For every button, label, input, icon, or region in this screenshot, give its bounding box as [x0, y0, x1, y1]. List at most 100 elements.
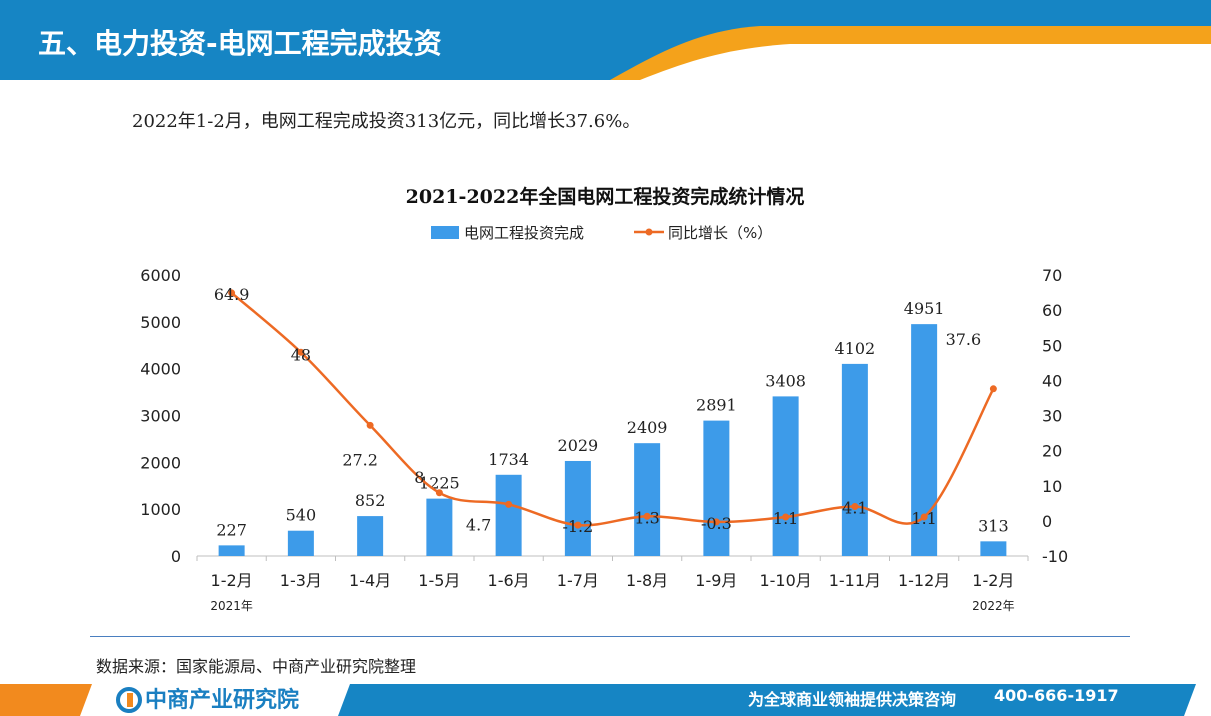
line-data-label: 1.1	[911, 509, 936, 528]
line-data-label: 1.3	[634, 508, 659, 527]
source-divider	[90, 636, 1130, 637]
x-axis-category-label: 1-4月	[349, 571, 391, 590]
legend-line-label: 同比增长（%）	[668, 224, 772, 242]
bar	[841, 363, 868, 556]
x-axis-category-label: 1-2月	[972, 571, 1014, 590]
brand-logo-icon	[116, 687, 142, 713]
line-data-label: 48	[291, 345, 311, 364]
x-axis-category-label: 1-2月	[211, 571, 253, 590]
legend: 电网工程投资完成 同比增长（%）	[431, 224, 772, 242]
bar-data-label: 4102	[835, 339, 876, 358]
left-axis-tick-label: 6000	[140, 266, 181, 285]
bar	[703, 420, 730, 556]
bar-data-label: 313	[978, 516, 1009, 535]
left-axis-tick-label: 1000	[140, 500, 181, 519]
line-data-label: 37.6	[946, 330, 982, 349]
line-data-label: 27.2	[342, 450, 378, 469]
bar	[426, 498, 453, 556]
growth-line	[230, 291, 995, 527]
right-axis-tick-label: 0	[1042, 512, 1052, 531]
right-axis-tick-label: -10	[1042, 547, 1068, 566]
bar-data-label: 852	[355, 491, 386, 510]
year-label: 2022年	[972, 599, 1015, 613]
data-source: 数据来源：国家能源局、中商产业研究院整理	[96, 657, 417, 676]
right-axis-tick-label: 60	[1042, 301, 1062, 320]
x-axis-category-label: 1-5月	[418, 571, 460, 590]
line-data-label: 8	[414, 468, 424, 487]
line-data-label: 64.9	[214, 285, 250, 304]
x-axis-category-label: 1-11月	[829, 571, 881, 590]
page-title: 五、电力投资-电网工程完成投资	[38, 27, 442, 60]
bar	[634, 443, 661, 556]
line-point	[782, 513, 790, 521]
bar	[564, 460, 591, 556]
line-point	[712, 518, 720, 526]
header-banner: 五、电力投资-电网工程完成投资	[0, 0, 1211, 80]
right-axis-tick-label: 40	[1042, 371, 1062, 390]
left-axis: 0 1000 2000 3000 4000 5000 6000	[140, 266, 181, 566]
right-axis-tick-label: 50	[1042, 336, 1062, 355]
bar-series	[218, 324, 1007, 556]
bar	[495, 474, 522, 556]
line-point	[920, 513, 928, 521]
x-axis-category-label: 1-9月	[695, 571, 737, 590]
x-axis-category-label: 1-6月	[488, 571, 530, 590]
right-axis-tick-label: 20	[1042, 442, 1062, 461]
bar-data-label: 1734	[488, 450, 529, 469]
bar	[287, 530, 314, 556]
line-points	[228, 289, 997, 529]
bar-data-label: 540	[286, 506, 317, 525]
right-axis-tick-label: 30	[1042, 407, 1062, 426]
brand-name: 中商产业研究院	[145, 688, 300, 713]
x-axis-category-label: 1-8月	[626, 571, 668, 590]
line-labels: 64.9 48 27.2 8 4.7 -1.2 1.3 -0.3 1.1 4.1 1.1 37.6	[214, 285, 981, 536]
bar-data-label: 4951	[904, 299, 945, 318]
bar-labels: 227 540 852 1225 1734 2029 2409 2891 3408 4102 495…	[216, 299, 1008, 539]
x-axis-category-label: 1-10月	[759, 571, 811, 590]
left-axis-tick-label: 2000	[140, 453, 181, 472]
bar-data-label: 1225	[419, 474, 460, 493]
line-data-label: -0.3	[701, 514, 732, 533]
left-axis-tick-label: 3000	[140, 407, 181, 426]
line-point	[989, 385, 997, 393]
bar	[357, 516, 384, 556]
line-point	[435, 489, 443, 497]
year-label: 2021年	[210, 599, 253, 613]
line-point	[366, 421, 374, 429]
right-axis-tick-label: 70	[1042, 266, 1062, 285]
line-point	[297, 348, 305, 356]
footer-phone: 400-666-1917	[994, 686, 1119, 705]
right-axis: -10 0 10 20 30 40 50 60 70	[1042, 266, 1068, 566]
line-data-label: 4.1	[842, 498, 867, 517]
bar-data-label: 2029	[558, 436, 599, 455]
left-axis-tick-label: 4000	[140, 360, 181, 379]
chart: 2021-2022年全国电网工程投资完成统计情况 电网工程投资完成 同比增长（%…	[140, 185, 1068, 613]
legend-bar-swatch	[431, 226, 459, 239]
line-point	[643, 512, 651, 520]
legend-bar-label: 电网工程投资完成	[464, 224, 584, 242]
footer-bar: 中商产业研究院 为全球商业领袖提供决策咨询 400-666-1917	[0, 680, 1211, 716]
line-data-label: 1.1	[773, 509, 798, 528]
bar	[980, 541, 1007, 556]
line-data-label: -1.2	[562, 517, 593, 536]
summary-text: 2022年1-2月，电网工程完成投资313亿元，同比增长37.6%。	[132, 111, 641, 132]
x-axis-category-label: 1-12月	[898, 571, 950, 590]
left-axis-tick-label: 5000	[140, 313, 181, 332]
footer-background	[0, 684, 1196, 716]
bar-data-label: 227	[216, 520, 247, 539]
year-labels: 2021年 2022年	[210, 599, 1014, 613]
bar-data-label: 2409	[627, 418, 668, 437]
bar	[772, 396, 799, 556]
footer-slogan: 为全球商业领袖提供决策咨询	[748, 690, 957, 709]
line-point	[228, 289, 236, 297]
bar	[218, 545, 245, 556]
header-background	[0, 0, 1211, 80]
line-point	[851, 502, 859, 510]
bar-data-label: 3408	[765, 371, 806, 390]
chart-title: 2021-2022年全国电网工程投资完成统计情况	[406, 185, 805, 208]
x-axis-category-label: 1-3月	[280, 571, 322, 590]
x-axis-ticks	[196, 556, 1029, 561]
line-data-label: 4.7	[466, 515, 491, 534]
line-point	[505, 500, 513, 508]
legend-line-marker	[645, 228, 653, 236]
